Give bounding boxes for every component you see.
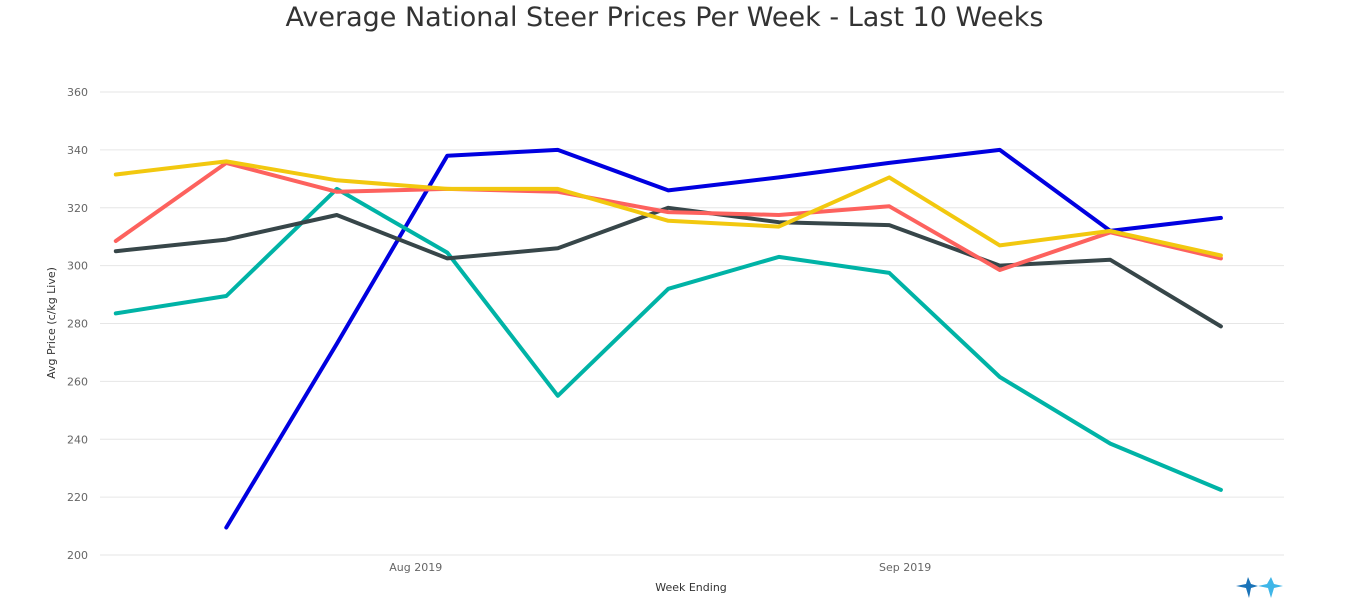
series-line-1 (224, 147, 1223, 530)
series-line-5 (113, 159, 1223, 258)
series-line-3 (113, 205, 1223, 329)
y-tick-label: 280 (67, 318, 88, 331)
grid-lines (100, 91, 1284, 556)
y-tick-label: 300 (67, 260, 88, 273)
y-tick-label: 260 (67, 375, 88, 388)
y-axis-label: Avg Price (c/kg Live) (45, 267, 58, 379)
y-tick-label: 220 (67, 491, 88, 504)
x-tick-label: Aug 2019 (389, 561, 442, 574)
series-line-2 (113, 186, 1223, 492)
series-lines (113, 147, 1223, 530)
y-tick-label: 360 (67, 86, 88, 99)
x-axis-ticks: Aug 2019 Sep 2019 (389, 561, 931, 574)
chart-title: Average National Steer Prices Per Week -… (285, 2, 1044, 33)
y-tick-label: 340 (67, 144, 88, 157)
y-tick-label: 320 (67, 202, 88, 215)
y-tick-label: 200 (67, 549, 88, 562)
brand-logo-icon (1236, 577, 1283, 598)
y-tick-label: 240 (67, 433, 88, 446)
x-axis-label: Week Ending (655, 581, 727, 594)
y-axis-ticks: 200 220 240 260 280 300 320 340 360 (67, 86, 88, 562)
x-tick-label: Sep 2019 (879, 561, 931, 574)
series-line-4 (113, 160, 1223, 272)
